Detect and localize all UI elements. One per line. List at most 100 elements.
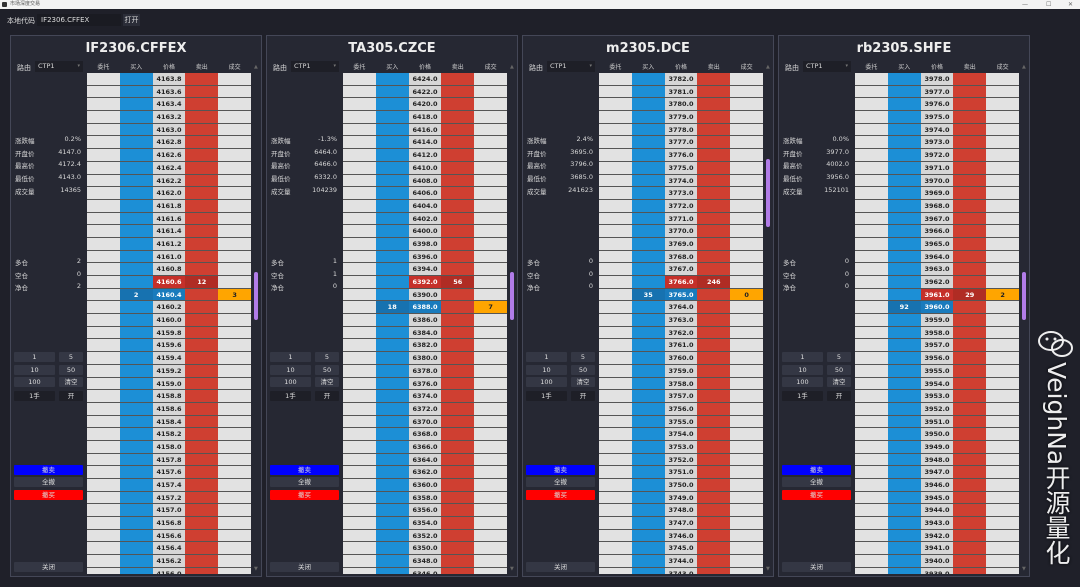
ladder-row[interactable]: 3744.0 [599, 555, 763, 568]
ask-volume-cell[interactable] [441, 263, 475, 275]
trade-cell[interactable] [474, 555, 507, 567]
bid-volume-cell[interactable] [631, 98, 665, 111]
order-cell[interactable] [855, 250, 888, 263]
order-cell[interactable] [855, 390, 888, 402]
trade-cell[interactable] [474, 542, 507, 555]
trade-cell[interactable] [730, 529, 763, 542]
ladder-row[interactable]: 3941.0 [855, 542, 1019, 556]
price-cell[interactable]: 3967.0 [920, 212, 954, 225]
ladder-row[interactable]: 6356.0 [343, 504, 507, 518]
price-cell[interactable]: 3944.0 [920, 504, 954, 517]
order-cell[interactable] [855, 555, 888, 567]
bid-volume-cell[interactable] [631, 453, 665, 466]
qty-button[interactable]: 清空 [827, 377, 851, 387]
order-cell[interactable] [599, 212, 632, 225]
ladder-row[interactable]: 3779.0 [599, 111, 763, 124]
bid-volume-cell[interactable] [119, 504, 153, 517]
bid-volume-cell[interactable] [631, 466, 665, 478]
price-cell[interactable]: 3749.0 [664, 491, 698, 504]
price-cell[interactable]: 4162.2 [152, 174, 186, 187]
vertical-scrollbar[interactable]: ▲ ▼ [253, 62, 260, 574]
trade-cell[interactable] [474, 123, 507, 136]
ladder-row[interactable]: 3758.0 [599, 377, 763, 391]
bid-volume-cell[interactable] [375, 149, 409, 161]
bid-volume-cell[interactable] [887, 149, 921, 161]
ask-volume-cell[interactable] [953, 225, 987, 237]
ladder-row[interactable]: 4161.2 [87, 237, 251, 251]
order-cell[interactable] [87, 326, 120, 339]
ladder-row[interactable]: 3944.0 [855, 504, 1019, 518]
ask-volume-cell[interactable] [441, 440, 475, 453]
order-cell[interactable] [87, 199, 120, 212]
ladder-row[interactable]: 6366.0 [343, 440, 507, 454]
ask-volume-cell[interactable]: 29 [953, 288, 987, 301]
bid-volume-cell[interactable]: 92 [887, 301, 921, 314]
order-cell[interactable] [855, 364, 888, 377]
trade-cell[interactable] [986, 98, 1019, 111]
ask-volume-cell[interactable] [953, 174, 987, 187]
bid-volume-cell[interactable] [887, 491, 921, 504]
bid-volume-cell[interactable] [631, 314, 665, 326]
price-cell[interactable]: 6388.0 [408, 301, 442, 314]
order-cell[interactable] [599, 491, 632, 504]
trade-cell[interactable] [730, 263, 763, 275]
ladder-row[interactable]: 3753.0 [599, 440, 763, 454]
ladder-row[interactable]: 6420.0 [343, 98, 507, 112]
price-cell[interactable]: 4157.0 [152, 504, 186, 517]
trade-cell[interactable] [474, 390, 507, 402]
price-cell[interactable]: 6400.0 [408, 225, 442, 237]
trade-cell[interactable] [474, 352, 507, 364]
qty-button[interactable]: 5 [827, 352, 851, 362]
trade-cell[interactable] [474, 212, 507, 225]
ladder-row[interactable]: 4160.0 [87, 314, 251, 327]
bid-volume-cell[interactable] [119, 542, 153, 555]
ask-volume-cell[interactable] [185, 415, 219, 428]
trade-cell[interactable] [218, 491, 251, 504]
price-cell[interactable]: 3779.0 [664, 111, 698, 123]
trade-cell[interactable] [986, 250, 1019, 263]
bid-volume-cell[interactable] [887, 263, 921, 275]
ask-volume-cell[interactable] [441, 529, 475, 542]
price-cell[interactable]: 3770.0 [664, 225, 698, 237]
close-button[interactable]: 关闭 [14, 562, 83, 572]
trade-cell[interactable] [730, 136, 763, 149]
ladder-row[interactable]: 3752.0 [599, 453, 763, 467]
ask-volume-cell[interactable] [185, 352, 219, 364]
order-cell[interactable] [855, 111, 888, 123]
ladder-row[interactable]: 3963.0 [855, 263, 1019, 276]
scroll-thumb[interactable] [1022, 272, 1026, 321]
ask-volume-cell[interactable] [697, 237, 731, 250]
ask-volume-cell[interactable] [185, 339, 219, 352]
ask-volume-cell[interactable] [697, 123, 731, 136]
depth-ladder[interactable]: 委托 买入 价格 卖出 成交 4163.8 4163.6 4163.4 4163.2 4163.0… [87, 62, 251, 574]
ladder-row[interactable]: 3743.0 [599, 567, 763, 574]
ask-volume-cell[interactable] [441, 567, 475, 574]
price-cell[interactable]: 4160.2 [152, 301, 186, 314]
order-cell[interactable] [855, 98, 888, 111]
ladder-row[interactable]: 6384.0 [343, 326, 507, 340]
ask-volume-cell[interactable] [953, 504, 987, 517]
bid-volume-cell[interactable] [119, 199, 153, 212]
cancel-sell-button[interactable]: 撤卖 [782, 465, 851, 475]
ask-volume-cell[interactable] [185, 161, 219, 174]
bid-volume-cell[interactable] [375, 73, 409, 85]
order-cell[interactable] [599, 542, 632, 555]
qty-button[interactable]: 1 [526, 352, 567, 362]
trade-cell[interactable] [218, 479, 251, 491]
ask-volume-cell[interactable] [697, 212, 731, 225]
order-cell[interactable] [343, 123, 376, 136]
ask-volume-cell[interactable] [441, 453, 475, 466]
ask-volume-cell[interactable] [185, 390, 219, 402]
ladder-row[interactable]: 4163.8 [87, 73, 251, 86]
ask-volume-cell[interactable] [185, 85, 219, 98]
qty-button[interactable]: 5 [571, 352, 595, 362]
ask-volume-cell[interactable] [953, 73, 987, 85]
ask-volume-cell[interactable] [697, 479, 731, 491]
ladder-row[interactable]: 3966.0 [855, 225, 1019, 238]
order-cell[interactable] [599, 263, 632, 275]
bid-volume-cell[interactable] [887, 111, 921, 123]
ladder-row[interactable]: 3967.0 [855, 212, 1019, 226]
trade-cell[interactable] [986, 85, 1019, 98]
trade-cell[interactable] [730, 377, 763, 390]
ladder-row[interactable]: 3747.0 [599, 517, 763, 530]
